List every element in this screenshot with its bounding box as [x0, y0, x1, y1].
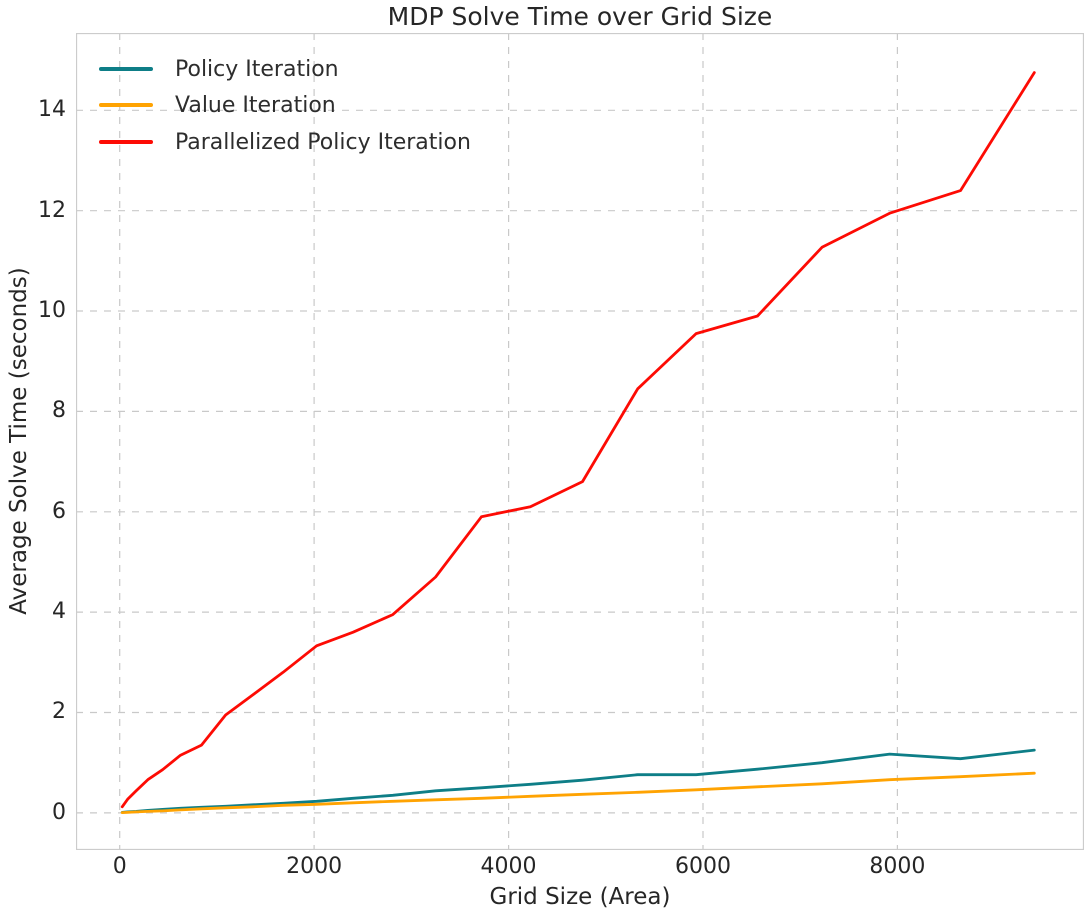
y-tick-label: 6: [52, 498, 66, 524]
legend-line-value-iteration: [99, 103, 153, 107]
y-tick-label: 10: [38, 298, 66, 324]
y-tick-label: 14: [38, 97, 66, 123]
legend-item-policy-iteration: Policy Iteration: [99, 56, 339, 82]
x-tick-label: 4000: [480, 854, 537, 879]
x-tick-label: 6000: [674, 854, 731, 879]
x-axis-label: Grid Size (Area): [489, 884, 671, 910]
y-tick-label: 2: [52, 699, 66, 725]
legend-label: Policy Iteration: [175, 56, 339, 82]
y-tick-label: 8: [52, 398, 66, 424]
plot-area: [76, 33, 1084, 850]
legend-item-value-iteration: Value Iteration: [99, 92, 336, 118]
y-tick-label: 0: [52, 799, 66, 825]
y-tick-label: 4: [52, 599, 66, 625]
legend-label: Parallelized Policy Iteration: [175, 129, 471, 155]
x-tick-label: 0: [112, 854, 127, 879]
x-tick-label: 8000: [869, 854, 926, 879]
y-tick-label: 12: [38, 197, 66, 223]
legend-line-policy-iteration: [99, 67, 153, 71]
legend-label: Value Iteration: [175, 92, 336, 118]
legend-line-parallelized-policy-iteration: [99, 140, 153, 144]
chart-title: MDP Solve Time over Grid Size: [387, 2, 773, 31]
legend-item-parallelized-policy-iteration: Parallelized Policy Iteration: [99, 129, 471, 155]
x-tick-label: 2000: [286, 854, 343, 879]
